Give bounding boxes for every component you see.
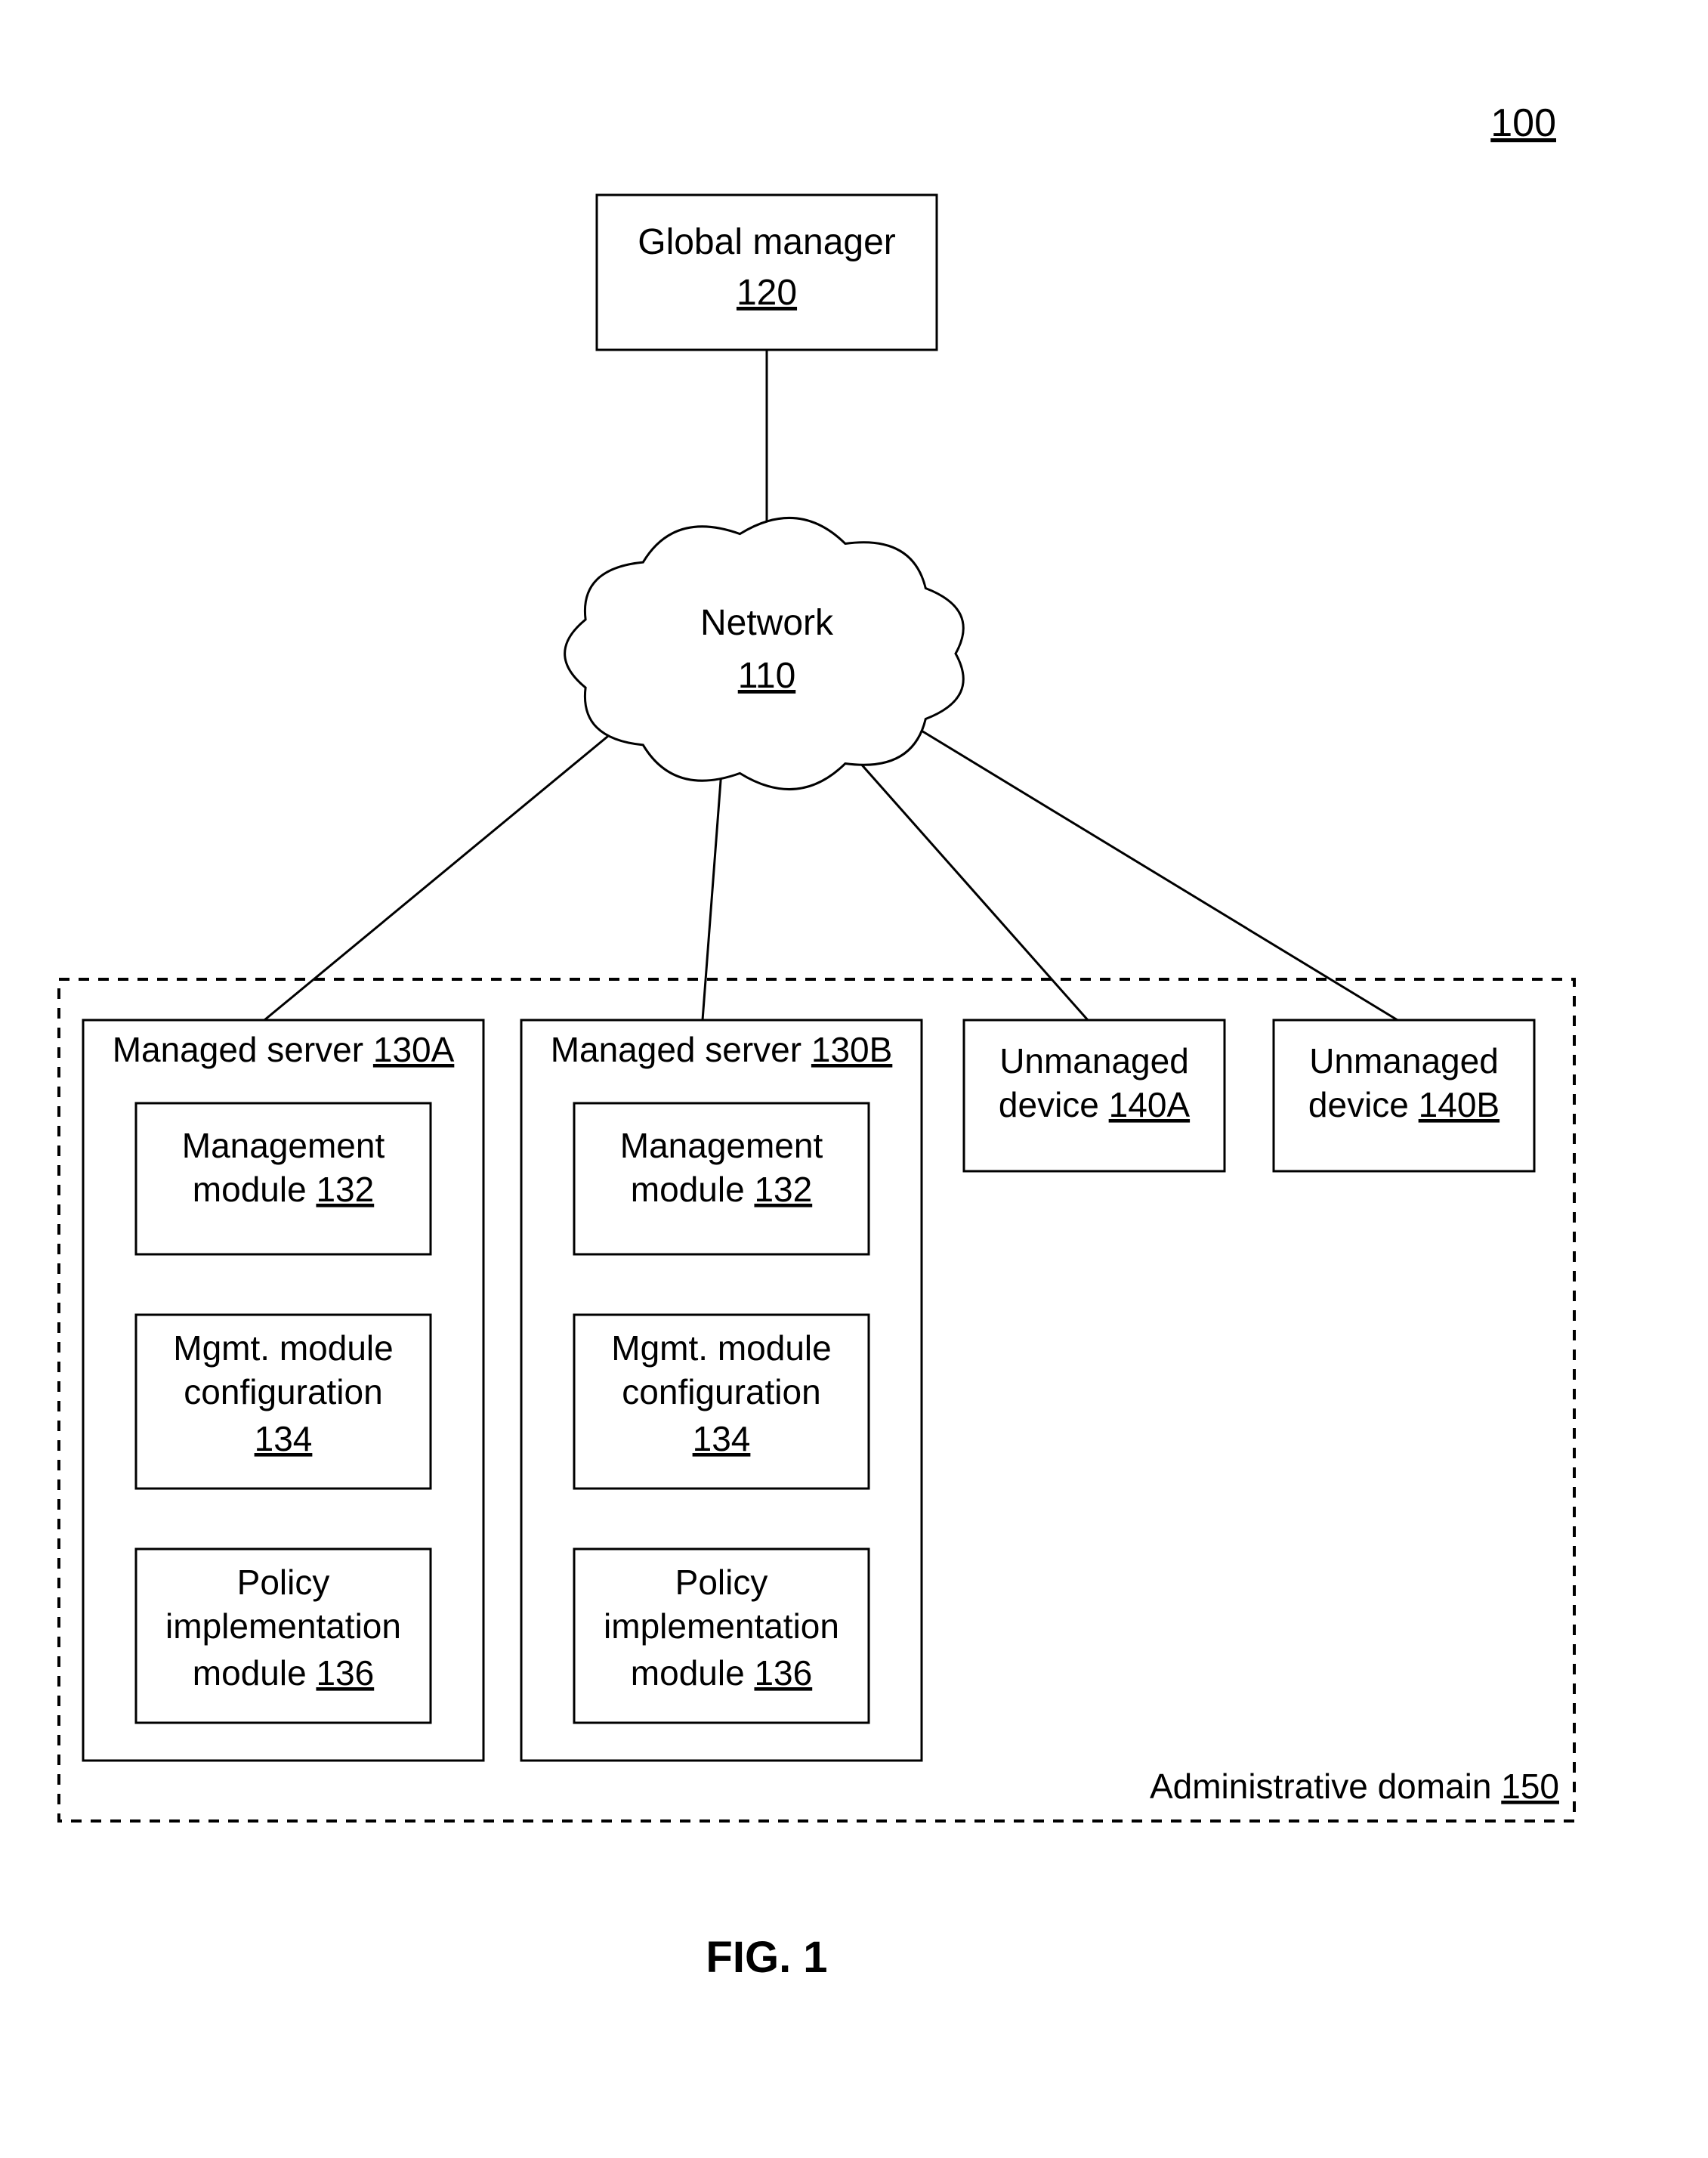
unmanaged-a-l2: device 140A (999, 1085, 1190, 1124)
managed-server-a-cfg-ref: 134 (255, 1419, 313, 1458)
managed-server-a-pol-l1: Policy (237, 1563, 330, 1602)
figure-number-label: 100 (1490, 101, 1556, 145)
managed-server-b-cfg-l1: Mgmt. module (611, 1328, 831, 1368)
network-cloud (565, 518, 964, 789)
admin-domain-label: Administrative domain 150 (1150, 1767, 1559, 1806)
managed-server-b-pol-l3: module 136 (631, 1653, 812, 1693)
managed-server-a-cfg-l2: configuration (184, 1372, 382, 1411)
global-manager-label: Global manager (638, 222, 896, 262)
edge-network-managed_server_b (703, 771, 721, 1020)
global-manager-ref: 120 (737, 273, 797, 313)
managed-server-b-cfg-l2: configuration (622, 1372, 820, 1411)
managed-server-a-cfg-l1: Mgmt. module (173, 1328, 393, 1368)
network-label: Network (700, 603, 834, 643)
managed-server-b-pol-l2: implementation (604, 1606, 839, 1646)
unmanaged-b-l1: Unmanaged (1309, 1041, 1499, 1081)
managed-server-b-title: Managed server 130B (551, 1030, 893, 1069)
edge-network-managed_server_a (264, 733, 612, 1020)
figure-caption: FIG. 1 (706, 1933, 827, 1982)
managed-server-b-cfg-ref: 134 (693, 1419, 751, 1458)
managed-server-a-pol-l3: module 136 (193, 1653, 374, 1693)
managed-server-b-mgmt-l2: module 132 (631, 1170, 812, 1209)
edge-network-unmanaged_b (907, 722, 1398, 1020)
network-ref: 110 (738, 656, 796, 696)
managed-server-b-pol-l1: Policy (675, 1563, 768, 1602)
managed-server-a-pol-l2: implementation (165, 1606, 401, 1646)
unmanaged-b-l2: device 140B (1308, 1085, 1500, 1124)
managed-server-a-title: Managed server 130A (113, 1030, 455, 1069)
managed-server-a-mgmt-l2: module 132 (193, 1170, 374, 1209)
unmanaged-a-l1: Unmanaged (999, 1041, 1189, 1081)
managed-server-a-mgmt-l1: Management (182, 1126, 385, 1165)
managed-server-b-mgmt-l1: Management (620, 1126, 823, 1165)
